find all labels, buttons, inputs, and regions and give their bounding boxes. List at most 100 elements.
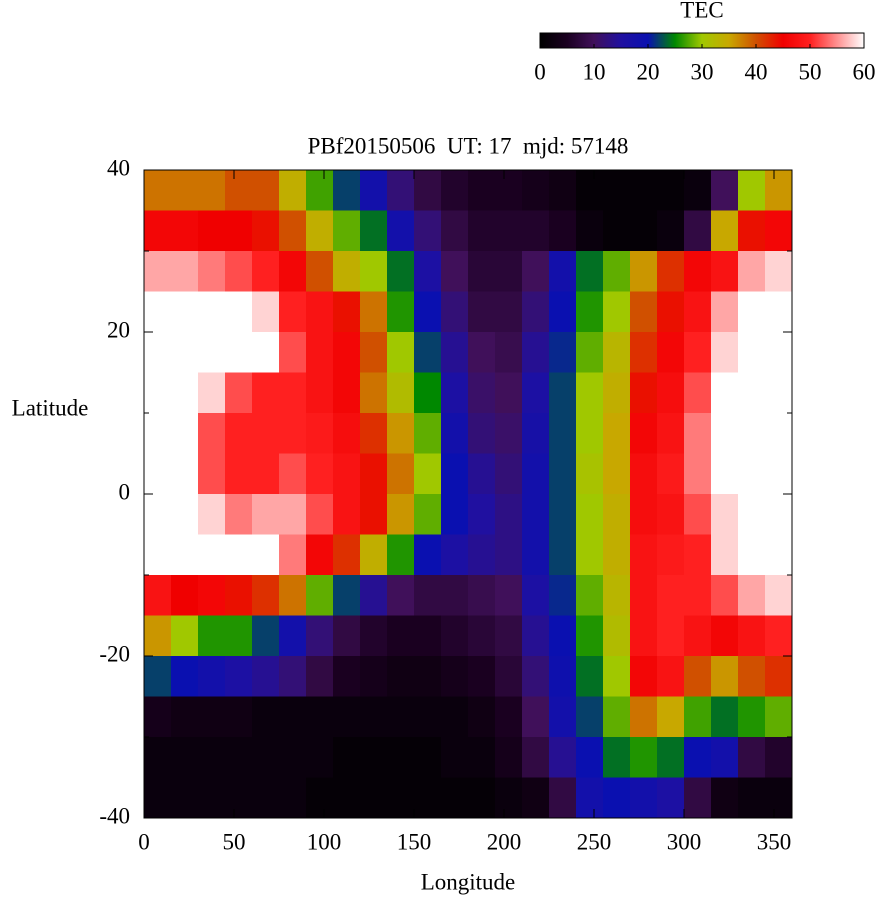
heat-cell <box>171 534 199 576</box>
heat-cell <box>252 291 280 333</box>
heat-cell <box>522 575 550 616</box>
heat-cell <box>360 291 388 333</box>
heat-cell <box>711 575 739 616</box>
heat-cell <box>765 534 793 576</box>
x-tick-label: 250 <box>577 829 612 854</box>
heat-cell <box>684 413 712 454</box>
heat-cell <box>198 656 226 697</box>
heat-cell <box>225 575 253 616</box>
heat-cell <box>495 413 523 454</box>
heat-cell <box>603 494 631 535</box>
heat-cell <box>630 251 658 292</box>
heat-cell <box>630 494 658 535</box>
heat-cell <box>279 696 307 738</box>
heat-cell <box>387 210 415 252</box>
heat-cell <box>414 656 442 697</box>
heat-cell <box>630 656 658 697</box>
heat-cell <box>468 737 496 778</box>
heat-cell <box>576 737 604 778</box>
heat-cell <box>603 332 631 373</box>
heat-cell <box>279 210 307 252</box>
heat-cell <box>387 575 415 616</box>
heat-cell <box>711 251 739 292</box>
heat-cell <box>225 696 253 738</box>
heat-cell <box>738 372 766 414</box>
heat-cell <box>252 332 280 373</box>
heat-cell <box>387 534 415 576</box>
heat-cell <box>306 656 334 697</box>
heat-cell <box>549 291 577 333</box>
heat-cell <box>414 291 442 333</box>
heat-cell <box>144 291 172 333</box>
heat-cell <box>441 737 469 778</box>
heat-cell <box>522 251 550 292</box>
heat-cell <box>711 372 739 414</box>
heat-cell <box>306 737 334 778</box>
heat-cell <box>738 696 766 738</box>
heat-cell <box>738 575 766 616</box>
heat-cell <box>279 453 307 495</box>
heat-cell <box>333 251 361 292</box>
heat-cell <box>279 575 307 616</box>
heat-cell <box>495 453 523 495</box>
heat-cell <box>684 615 712 657</box>
heat-cell <box>252 575 280 616</box>
heat-cell <box>576 494 604 535</box>
heat-cell <box>441 413 469 454</box>
heat-cell <box>576 696 604 738</box>
heat-cell <box>468 413 496 454</box>
heat-cell <box>306 615 334 657</box>
heat-cell <box>576 777 604 819</box>
heat-cell <box>279 494 307 535</box>
heat-cell <box>549 656 577 697</box>
heat-cell <box>765 291 793 333</box>
heat-cell <box>171 170 199 211</box>
heat-cell <box>576 291 604 333</box>
colorbar-tick-label: 20 <box>637 59 660 84</box>
heat-cell <box>630 534 658 576</box>
heat-cell <box>630 170 658 211</box>
heat-cell <box>252 656 280 697</box>
heat-cell <box>414 777 442 819</box>
x-tick-label: 0 <box>138 829 150 854</box>
heat-cell <box>711 615 739 657</box>
heat-cell <box>333 453 361 495</box>
heat-cell <box>387 170 415 211</box>
heat-cell <box>738 332 766 373</box>
heat-cell <box>522 534 550 576</box>
heat-cell <box>765 170 793 211</box>
heat-cell <box>306 332 334 373</box>
heat-cell <box>144 332 172 373</box>
heat-cell <box>711 696 739 738</box>
heat-cell <box>441 291 469 333</box>
heat-cell <box>441 656 469 697</box>
x-tick-label: 150 <box>397 829 432 854</box>
heat-cell <box>414 575 442 616</box>
heat-cell <box>333 210 361 252</box>
heat-cell <box>684 372 712 414</box>
heat-cell <box>738 615 766 657</box>
heat-cell <box>657 696 685 738</box>
heat-cell <box>657 777 685 819</box>
heat-cell <box>171 494 199 535</box>
heat-cell <box>549 696 577 738</box>
heat-cell <box>441 696 469 738</box>
heat-cell <box>495 737 523 778</box>
heat-cell <box>576 453 604 495</box>
x-axis-label: Longitude <box>421 869 516 894</box>
heat-cell <box>549 251 577 292</box>
heat-cell <box>306 372 334 414</box>
heat-cell <box>765 777 793 819</box>
heat-cell <box>279 170 307 211</box>
heat-cell <box>468 453 496 495</box>
heat-cell <box>414 332 442 373</box>
heat-cell <box>549 615 577 657</box>
heat-cell <box>549 575 577 616</box>
heat-cell <box>765 494 793 535</box>
heat-cell <box>414 251 442 292</box>
heat-cell <box>252 413 280 454</box>
heat-cell <box>549 210 577 252</box>
heat-cell <box>576 413 604 454</box>
heat-cell <box>252 251 280 292</box>
heat-cell <box>711 332 739 373</box>
